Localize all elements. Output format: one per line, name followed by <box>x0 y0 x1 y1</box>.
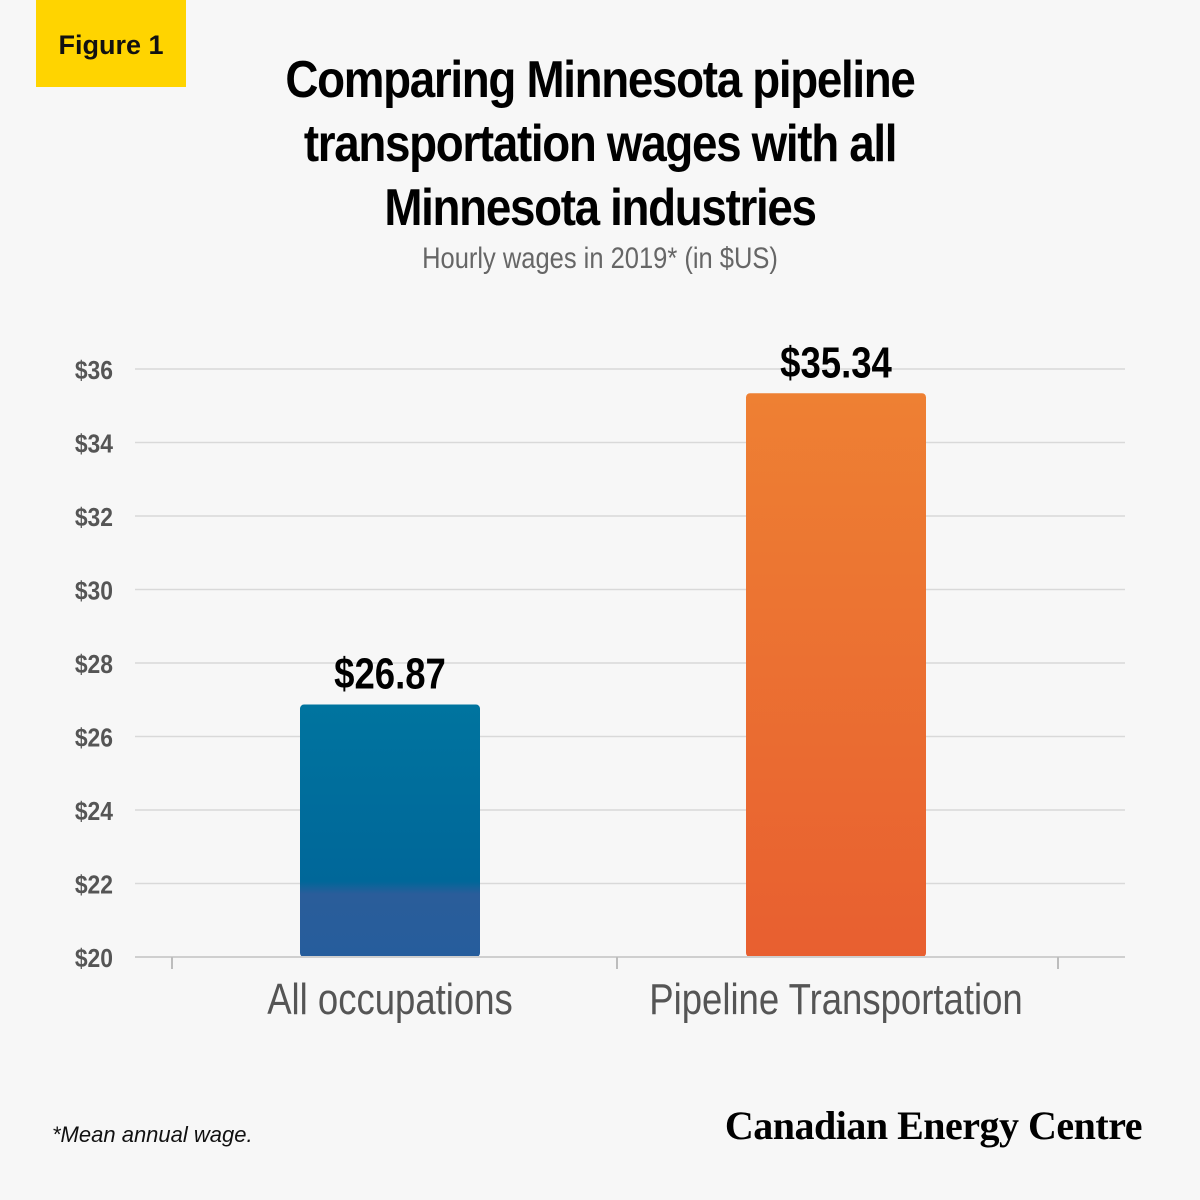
figure-label: Figure 1 <box>36 0 186 87</box>
y-tick-label: $30 <box>75 577 113 606</box>
y-tick-label: $36 <box>75 357 113 386</box>
y-tick-label: $26 <box>75 724 113 753</box>
brand-logo-text: Canadian Energy Centre <box>724 1103 1143 1148</box>
chart-title: Comparing Minnesota pipeline transportat… <box>285 51 915 237</box>
category-label: All occupations <box>267 974 513 1024</box>
y-tick-label: $28 <box>75 651 113 680</box>
x-axis: All occupations Pipeline Transportation <box>135 956 1125 1024</box>
gridlines <box>135 368 1125 885</box>
y-tick-label: $32 <box>75 504 113 533</box>
bar-value-label: $35.34 <box>780 337 892 387</box>
y-tick-label: $34 <box>75 430 114 459</box>
bar-chart: $20 $22 $24 $26 $28 $30 $32 $34 $36 $26.87 $35.34… <box>75 337 1125 1024</box>
bar-value-label: $26.87 <box>334 648 446 698</box>
bar <box>746 393 926 957</box>
chart-subtitle: Hourly wages in 2019* (in $US) <box>422 242 778 275</box>
bars: $26.87 $35.34 <box>300 337 926 957</box>
footnote: *Mean annual wage. <box>52 1122 253 1147</box>
y-axis-ticks: $20 $22 $24 $26 $28 $30 $32 $34 $36 <box>75 357 114 974</box>
y-tick-label: $20 <box>75 945 113 974</box>
y-tick-label: $24 <box>75 798 114 827</box>
y-tick-label: $22 <box>75 871 113 900</box>
category-label: Pipeline Transportation <box>649 974 1022 1024</box>
bar <box>300 704 480 957</box>
